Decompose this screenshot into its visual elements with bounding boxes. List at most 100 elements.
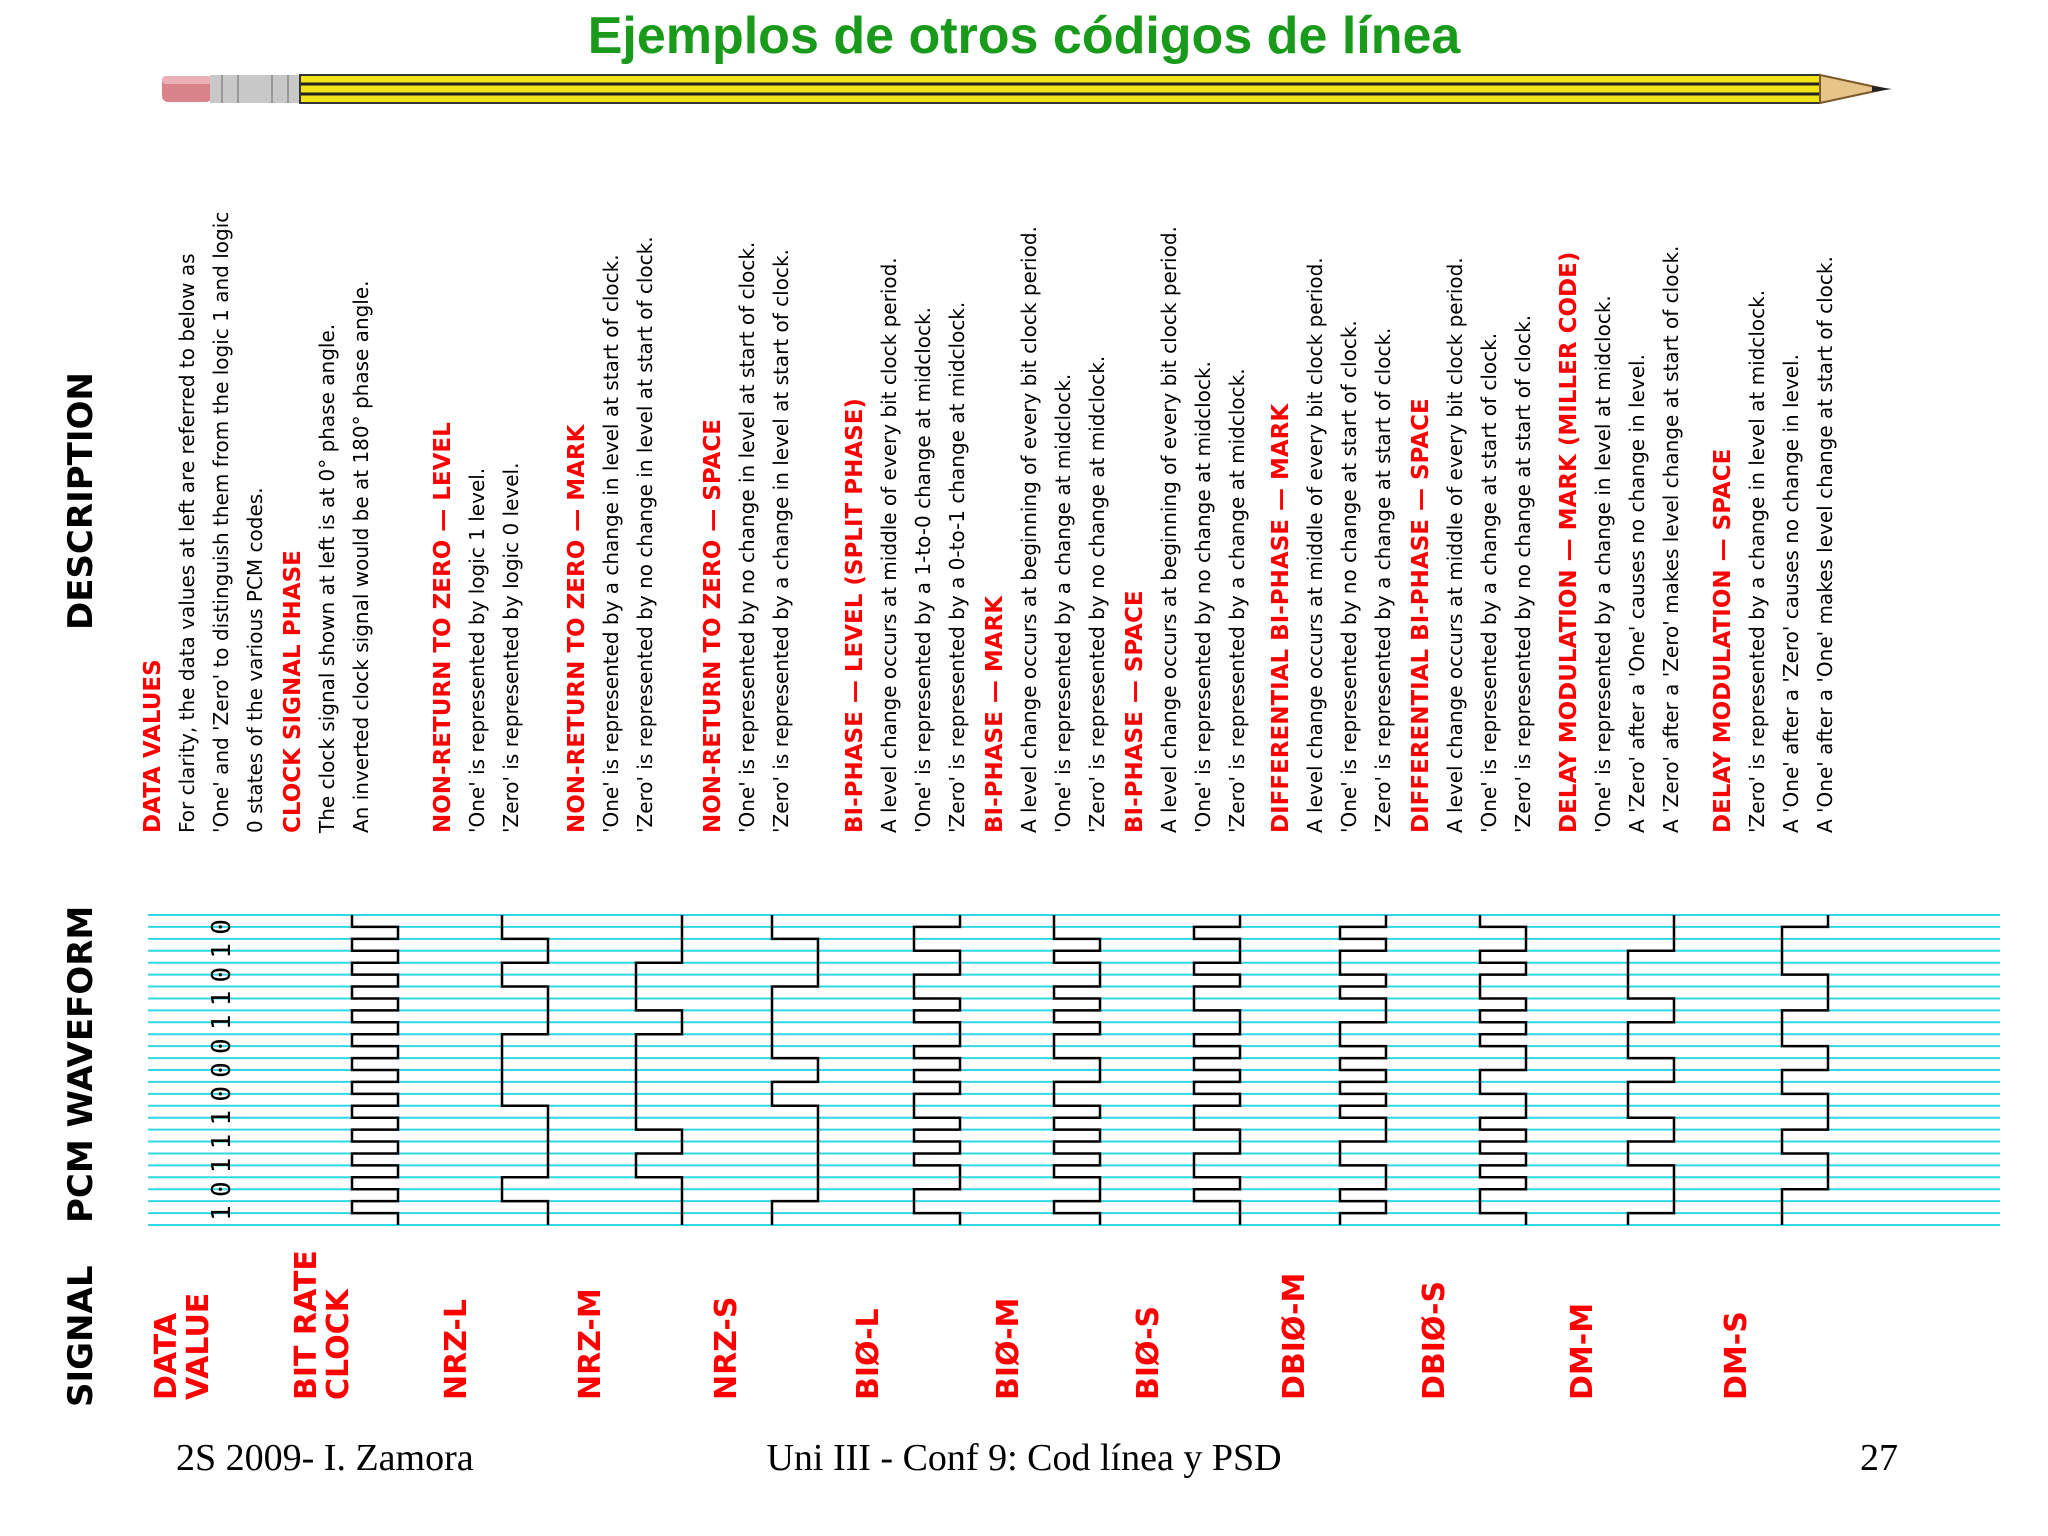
data-bit: 0 — [207, 1062, 237, 1078]
description-line: A level change occurs at beginning of ev… — [1157, 226, 1181, 833]
description-line: The clock signal shown at left is at 0° … — [315, 324, 339, 834]
description-line: A level change occurs at middle of every… — [1443, 257, 1467, 833]
description-heading: CLOCK SIGNAL PHASE — [280, 550, 306, 833]
signal-column-nrzs: NRZ-S NON-RETURN TO ZERO — SPACE 'One' is … — [700, 242, 820, 1401]
description-line: A level change occurs at middle of every… — [877, 257, 901, 833]
description-text: DELAY MODULATION — MARK (MILLER CODE) 'On… — [1556, 246, 1683, 833]
signal-label: BIØ-S — [1131, 1306, 1166, 1400]
signal-column-nrzm: NRZ-M NON-RETURN TO ZERO — MARK 'One' is r… — [564, 236, 684, 1400]
description-line: For clarity, the data values at left are… — [175, 253, 199, 833]
description-line: A 'Zero' after a 'One' causes no change … — [1625, 354, 1649, 833]
signal-label: NRZ-S — [709, 1297, 744, 1401]
description-heading: BI-PHASE — SPACE — [1122, 590, 1148, 833]
description-text: DELAY MODULATION — SPACE 'Zero' is repres… — [1710, 256, 1837, 833]
description-line: A level change occurs at middle of every… — [1303, 257, 1327, 833]
signal-label: DBIØ-S — [1417, 1281, 1452, 1400]
description-heading: DELAY MODULATION — SPACE — [1710, 449, 1736, 833]
description-heading: DIFFERENTIAL BI-PHASE — MARK — [1268, 403, 1294, 833]
signal-label: BIT RATE — [289, 1250, 324, 1400]
description-heading: DATA VALUES — [140, 659, 166, 833]
signal-column-dmm: DM-M DELAY MODULATION — MARK (MILLER CODE… — [1556, 246, 1683, 1400]
description-line: 'Zero' is represented by a change in lev… — [1745, 290, 1769, 833]
line-code-diagram: SIGNAL PCM WAVEFORM DESCRIPTION DATAVALU… — [61, 212, 2000, 1407]
description-heading: NON-RETURN TO ZERO — LEVEL — [430, 422, 456, 833]
description-line: 'Zero' is represented by logic 0 level. — [499, 463, 523, 833]
description-line: 0 states of the various PCM codes. — [243, 487, 267, 833]
data-bit: 0 — [207, 919, 237, 935]
data-bit: 1 — [207, 1110, 237, 1126]
signal-header: SIGNAL — [61, 1266, 101, 1407]
waveform-bis — [1192, 915, 1242, 1225]
signal-label: DATA — [149, 1312, 184, 1400]
description-heading: NON-RETURN TO ZERO — SPACE — [700, 419, 726, 833]
signal-label: DM-M — [1565, 1303, 1600, 1400]
description-line: 'One' is represented by a change in leve… — [599, 254, 623, 833]
waveform-header: PCM WAVEFORM — [61, 906, 101, 1223]
description-text: DIFFERENTIAL BI-PHASE — MARK A level chan… — [1268, 257, 1395, 833]
description-line: 'Zero' is represented by a change at sta… — [1371, 328, 1395, 833]
footer-course: Uni III - Conf 9: Cod línea y PSD — [766, 1437, 1282, 1479]
description-text: NON-RETURN TO ZERO — SPACE 'One' is repre… — [700, 242, 793, 833]
description-line: 'One' is represented by a change at star… — [1477, 333, 1501, 833]
footer-author: 2S 2009- I. Zamora — [176, 1437, 474, 1479]
signal-label: DM-S — [1719, 1311, 1754, 1400]
waveform-nrzl — [500, 915, 550, 1225]
signal-label: NRZ-L — [439, 1299, 474, 1400]
signal-label: BIØ-L — [851, 1308, 886, 1400]
description-line: A 'One' after a 'Zero' causes no change … — [1779, 354, 1803, 833]
waveform-nrzm — [634, 915, 684, 1225]
signal-column-dbis: DBIØ-S DIFFERENTIAL BI-PHASE — SPACE A lev… — [1408, 257, 1535, 1400]
data-bit: 1 — [207, 1205, 237, 1221]
description-line: 'Zero' is represented by a change at mid… — [1225, 368, 1249, 833]
data-bit: 1 — [207, 1158, 237, 1174]
section-headers: SIGNAL PCM WAVEFORM DESCRIPTION — [61, 372, 101, 1407]
signal-column-bis: BIØ-S BI-PHASE — SPACE A level change occu… — [1122, 226, 1249, 1400]
description-heading: BI-PHASE — LEVEL (SPLIT PHASE) — [842, 398, 868, 833]
signal-label: CLOCK — [321, 1287, 356, 1400]
description-heading: BI-PHASE — MARK — [982, 595, 1008, 833]
signal-label: VALUE — [181, 1293, 216, 1400]
description-heading: DELAY MODULATION — MARK (MILLER CODE) — [1556, 252, 1582, 833]
data-bit: 0 — [207, 1038, 237, 1054]
description-line: 'Zero' is represented by a 0-to-1 change… — [945, 302, 969, 833]
description-text: NON-RETURN TO ZERO — LEVEL 'One' is repre… — [430, 422, 523, 833]
data-bit: 1 — [207, 1014, 237, 1030]
description-text: DATA VALUES For clarity, the data values … — [140, 212, 267, 833]
slide-title: Ejemplos de otros códigos de línea — [587, 7, 1461, 65]
pencil-icon — [162, 73, 1892, 105]
waveform-dmm — [1626, 915, 1676, 1225]
waveform-dbim — [1338, 915, 1388, 1225]
data-bit: 0 — [207, 1181, 237, 1197]
data-bit: 1 — [207, 943, 237, 959]
description-line: 'One' is represented by a change at midc… — [1051, 374, 1075, 833]
signal-column-dbim: DBIØ-M DIFFERENTIAL BI-PHASE — MARK A leve… — [1268, 257, 1395, 1400]
signal-label: BIØ-M — [991, 1298, 1026, 1400]
footer-page-number: 27 — [1860, 1437, 1898, 1479]
description-line: 'One' and 'Zero' to distinguish them fro… — [209, 212, 233, 833]
description-text: BI-PHASE — SPACE A level change occurs at… — [1122, 226, 1249, 833]
signal-label: DBIØ-M — [1277, 1273, 1312, 1400]
waveform-nrzs — [770, 915, 820, 1225]
waveform-dms — [1780, 915, 1830, 1225]
description-text: NON-RETURN TO ZERO — MARK 'One' is repres… — [564, 236, 657, 833]
description-line: 'One' is represented by a 1-to-0 change … — [911, 307, 935, 833]
description-line: 'One' is represented by no change at mid… — [1191, 361, 1215, 833]
description-line: 'One' is represented by no change at sta… — [1337, 320, 1361, 833]
description-line: 'Zero' is represented by no change at mi… — [1085, 356, 1109, 833]
signal-column-dms: DM-S DELAY MODULATION — SPACE 'Zero' is re… — [1710, 256, 1837, 1400]
waveform-bil — [912, 915, 962, 1225]
signal-column-bim: BIØ-M BI-PHASE — MARK A level change occur… — [982, 226, 1109, 1400]
description-line: A 'One' after a 'One' makes level change… — [1813, 256, 1837, 833]
description-line: 'Zero' is represented by a change in lev… — [769, 249, 793, 833]
data-bit: 1 — [207, 1134, 237, 1150]
description-text: DIFFERENTIAL BI-PHASE — SPACE A level cha… — [1408, 257, 1535, 833]
data-bit: 1 — [207, 991, 237, 1007]
description-line: 'Zero' is represented by no change at st… — [1511, 315, 1535, 833]
description-line: 'One' is represented by no change in lev… — [735, 242, 759, 833]
waveform-bim — [1052, 915, 1102, 1225]
description-line: 'Zero' is represented by no change in le… — [633, 236, 657, 833]
signal-column-bil: BIØ-L BI-PHASE — LEVEL (SPLIT PHASE) A lev… — [842, 257, 969, 1400]
